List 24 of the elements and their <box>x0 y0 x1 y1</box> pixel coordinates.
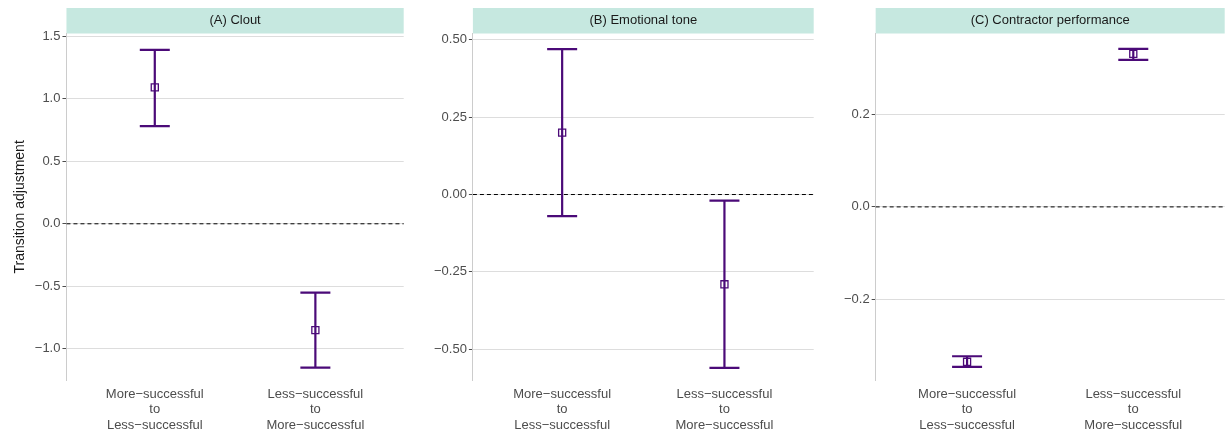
x-tick-label: Less−successful to More−successful <box>1084 385 1183 432</box>
y-tick-label: −0.50 <box>433 340 467 356</box>
y-tick-label: 0.0 <box>851 198 870 214</box>
y-tick-label: 1.5 <box>42 27 61 43</box>
y-tick-label: −1.0 <box>34 340 61 356</box>
y-tick-label: 0.00 <box>441 186 467 202</box>
y-axis-title: Transition adjustment <box>11 140 28 274</box>
chart-title: (B) Emotional tone <box>589 12 698 28</box>
y-tick-label: −0.25 <box>433 263 467 279</box>
chart-title: (A) Clout <box>209 12 262 28</box>
y-tick-label: 0.25 <box>441 108 467 124</box>
y-tick-label: 0.2 <box>851 106 870 122</box>
y-tick-label: −0.2 <box>843 290 870 306</box>
chart-title: (C) Contractor performance <box>970 12 1130 28</box>
y-tick-label: 0.50 <box>441 31 467 47</box>
x-tick-label: More−successful to Less−successful <box>918 385 1017 432</box>
y-tick-label: 1.0 <box>42 90 61 106</box>
y-tick-label: 0.5 <box>42 152 61 168</box>
x-tick-label: More−successful to Less−successful <box>105 385 204 432</box>
y-tick-label: 0.0 <box>42 215 61 231</box>
x-tick-label: Less−successful to More−successful <box>675 385 774 432</box>
x-tick-label: Less−successful to More−successful <box>266 385 365 432</box>
x-tick-label: More−successful to Less−successful <box>513 385 612 432</box>
y-tick-label: −0.5 <box>34 277 61 293</box>
